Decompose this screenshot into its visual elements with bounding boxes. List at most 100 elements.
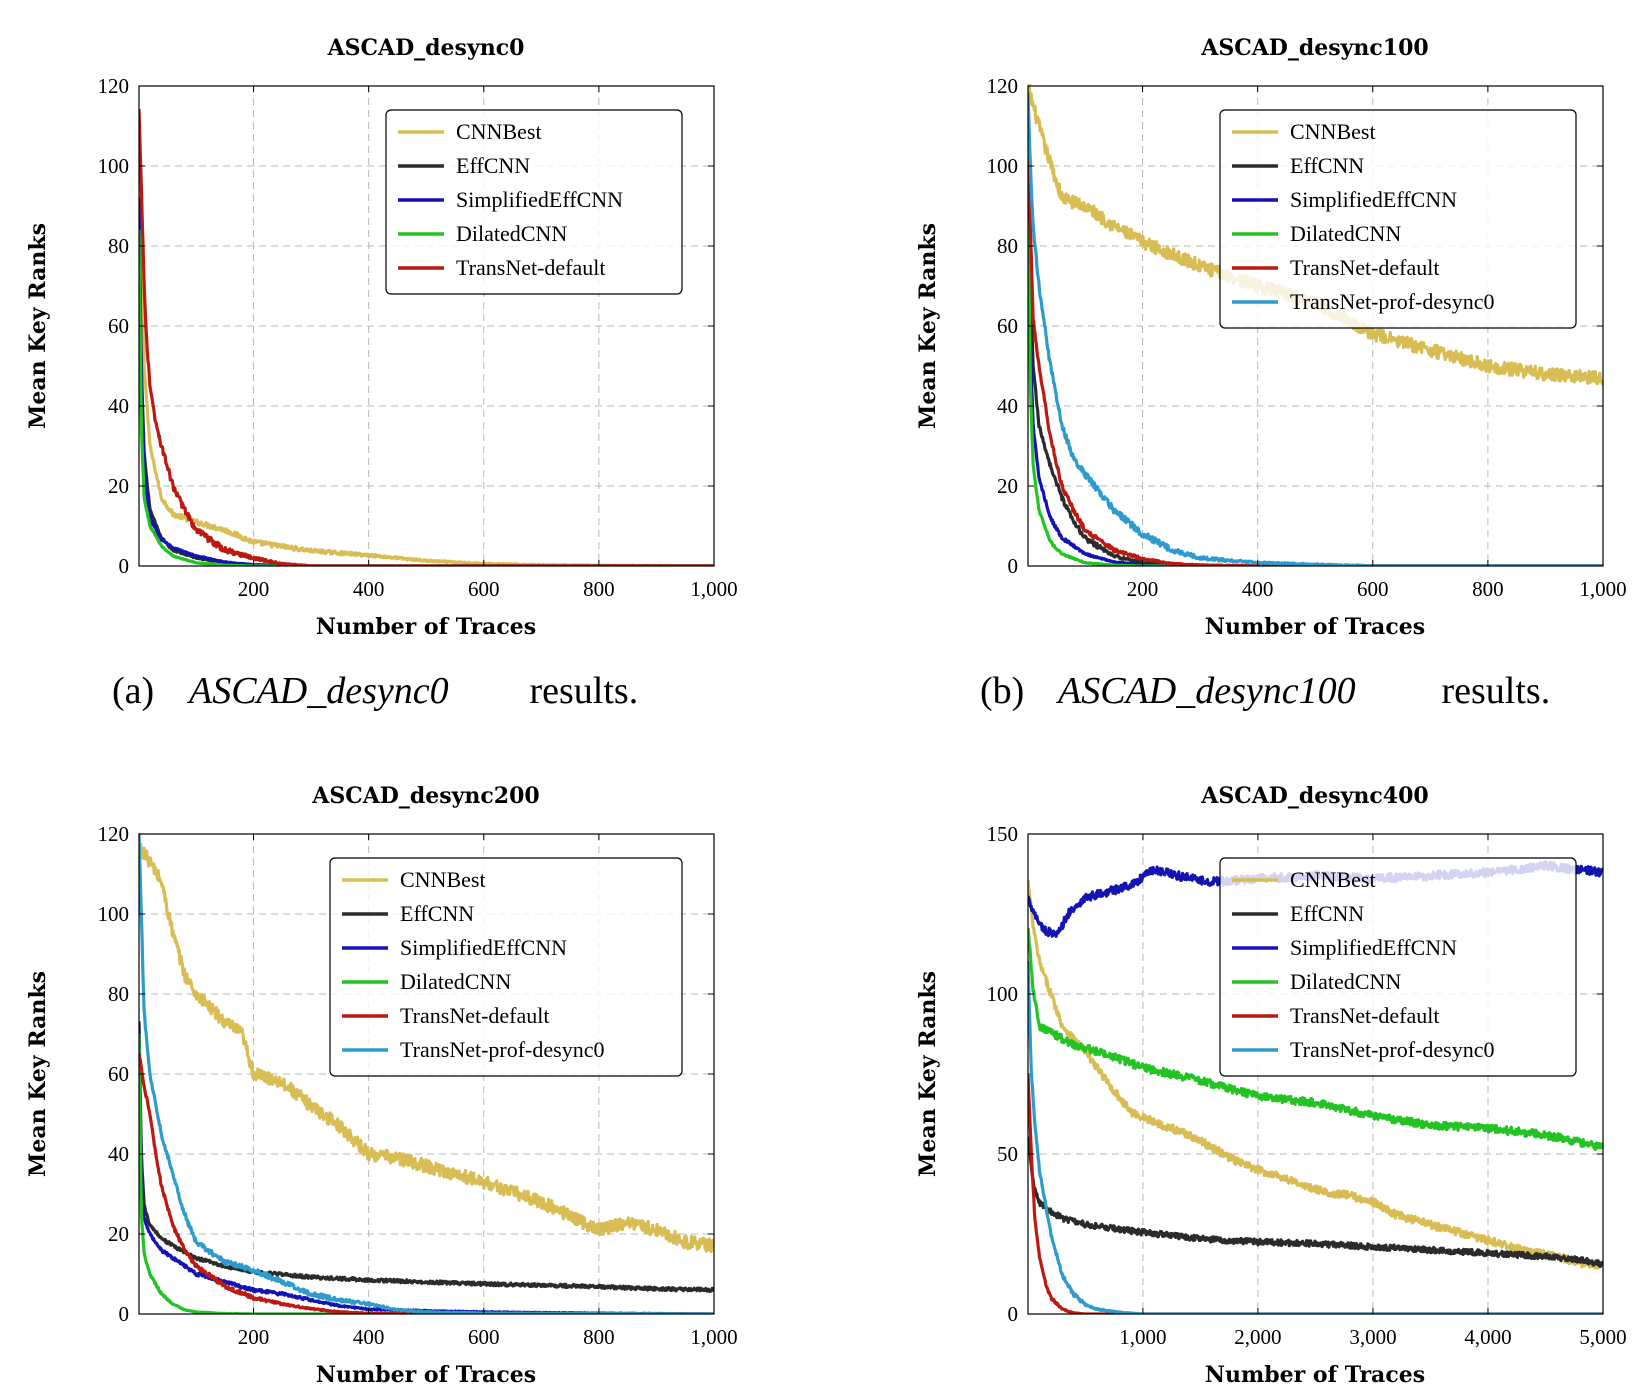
- y-tick-label: 60: [997, 314, 1018, 338]
- chart-1: ASCAD_desync0 200 400 600 800 1,000 0 20 40 60 80 1…: [25, 35, 738, 640]
- legend-box: [1219, 857, 1577, 1077]
- x-tick-label: 200: [238, 577, 270, 601]
- y-tick-label: 100: [98, 902, 130, 926]
- x-tick-label: 1,000: [1579, 577, 1626, 601]
- plot-frame: [1027, 833, 1604, 1315]
- x-tick-label: 400: [353, 577, 385, 601]
- x-tick-label: 2,000: [1234, 1325, 1281, 1349]
- chart-4: ASCAD_desync400 1,000 2,000 3,000 4,000 5,000…: [915, 783, 1627, 1388]
- series-line-cnnbest: [139, 842, 714, 1254]
- legend-label: EffCNN: [1290, 153, 1364, 178]
- x-tick-label: 200: [1127, 577, 1159, 601]
- legend-label: SimplifiedEffCNN: [400, 935, 567, 960]
- caption-a-suffix: results.: [520, 670, 638, 712]
- y-tick-label: 0: [119, 554, 130, 578]
- y-tick-label: 100: [987, 982, 1019, 1006]
- y-tick-label: 80: [108, 982, 129, 1006]
- x-tick-label: 600: [468, 577, 500, 601]
- y-axis-label: Mean Key Ranks: [25, 971, 51, 1177]
- y-tick-label: 0: [119, 1302, 130, 1326]
- caption-b-prefix: (b): [980, 670, 1034, 712]
- series-line-cnnbest: [1028, 880, 1603, 1270]
- caption-b-name: ASCAD_desync100: [1055, 670, 1356, 712]
- y-tick-label: 20: [108, 1222, 129, 1246]
- y-axis-label: Mean Key Ranks: [915, 223, 941, 429]
- y-tick-label: 60: [108, 314, 129, 338]
- legend-label: CNNBest: [400, 867, 486, 892]
- legend-label: CNNBest: [1290, 119, 1376, 144]
- legend-label: EffCNN: [456, 153, 530, 178]
- x-tick-label: 1,000: [690, 1325, 737, 1349]
- x-tick-label: 400: [353, 1325, 385, 1349]
- y-tick-label: 60: [108, 1062, 129, 1086]
- x-tick-label: 200: [238, 1325, 270, 1349]
- y-tick-label: 120: [98, 74, 130, 98]
- legend-label: TransNet-prof-desync0: [1290, 1037, 1494, 1062]
- caption-b-suffix: results.: [1432, 670, 1550, 712]
- caption-a-prefix: (a): [112, 670, 164, 712]
- y-tick-label: 100: [987, 154, 1019, 178]
- y-tick-label: 120: [98, 822, 130, 846]
- y-tick-label: 80: [108, 234, 129, 258]
- legend-label: DilatedCNN: [456, 221, 567, 246]
- series-line-effcnn: [1028, 1136, 1603, 1269]
- x-axis-label: Number of Traces: [1205, 1362, 1425, 1388]
- series-line-transnet-prof-desync0: [1028, 960, 1603, 1314]
- legend-label: TransNet-default: [1290, 1003, 1440, 1028]
- y-tick-label: 0: [1008, 1302, 1019, 1326]
- y-tick-label: 20: [997, 474, 1018, 498]
- x-tick-label: 600: [1357, 577, 1389, 601]
- legend-label: EffCNN: [1290, 901, 1364, 926]
- x-axis-label: Number of Traces: [316, 614, 536, 640]
- series-line-dilatedcnn: [1028, 927, 1603, 1151]
- legend-label: EffCNN: [400, 901, 474, 926]
- series-line-transnet-prof-desync0: [139, 832, 714, 1314]
- y-tick-label: 150: [987, 822, 1019, 846]
- x-tick-label: 3,000: [1349, 1325, 1396, 1349]
- y-tick-label: 20: [108, 474, 129, 498]
- y-tick-label: 100: [98, 154, 130, 178]
- chart-title: ASCAD_desync100: [1200, 35, 1428, 61]
- series-line-simplifiedeffcnn: [139, 197, 714, 566]
- caption-a-name: ASCAD_desync0: [186, 670, 449, 712]
- y-tick-label: 40: [108, 394, 129, 418]
- legend-label: SimplifiedEffCNN: [1290, 935, 1457, 960]
- caption-b: (b) ASCAD_desync100 results.: [980, 670, 1550, 712]
- series-line-transnet-prof-desync0: [1028, 92, 1603, 566]
- x-tick-label: 400: [1242, 577, 1274, 601]
- series-line-transnet-default: [139, 109, 714, 566]
- y-axis-label: Mean Key Ranks: [915, 971, 941, 1177]
- legend-label: TransNet-default: [400, 1003, 550, 1028]
- y-tick-label: 40: [997, 394, 1018, 418]
- legend-label: SimplifiedEffCNN: [456, 187, 623, 212]
- chart-title: ASCAD_desync0: [327, 35, 525, 61]
- legend-label: TransNet-prof-desync0: [1290, 289, 1494, 314]
- legend: CNNBest EffCNN SimplifiedEffCNN DilatedCNN T…: [1219, 109, 1577, 329]
- legend-label: DilatedCNN: [1290, 221, 1401, 246]
- legend-label: TransNet-prof-desync0: [400, 1037, 604, 1062]
- series-line-simplifiedeffcnn: [1028, 197, 1603, 566]
- y-tick-label: 50: [997, 1142, 1018, 1166]
- y-tick-label: 80: [997, 234, 1018, 258]
- x-tick-label: 5,000: [1579, 1325, 1626, 1349]
- x-axis-label: Number of Traces: [316, 1362, 536, 1388]
- y-tick-label: 0: [1008, 554, 1019, 578]
- chart-3: ASCAD_desync200 200 400 600 800 1,000 0 20 40 60 8…: [25, 783, 738, 1388]
- legend-box: [329, 857, 683, 1077]
- y-tick-label: 40: [108, 1142, 129, 1166]
- x-tick-label: 600: [468, 1325, 500, 1349]
- legend-box: [385, 109, 683, 295]
- chart-title: ASCAD_desync200: [311, 783, 539, 809]
- x-tick-label: 800: [1472, 577, 1504, 601]
- x-tick-label: 4,000: [1464, 1325, 1511, 1349]
- legend: CNNBest EffCNN SimplifiedEffCNN DilatedCNN T…: [385, 109, 683, 295]
- caption-a: (a) ASCAD_desync0 results.: [112, 670, 638, 712]
- chart-2: ASCAD_desync100 200 400 600 800 1,000 0 20 40 60 8…: [915, 35, 1627, 640]
- x-tick-label: 1,000: [690, 577, 737, 601]
- legend-label: CNNBest: [1290, 867, 1376, 892]
- series-line-transnet-default: [139, 1052, 714, 1314]
- legend-box: [1219, 109, 1577, 329]
- y-axis-label: Mean Key Ranks: [25, 223, 51, 429]
- x-axis-label: Number of Traces: [1205, 614, 1425, 640]
- chart-title: ASCAD_desync400: [1200, 783, 1428, 809]
